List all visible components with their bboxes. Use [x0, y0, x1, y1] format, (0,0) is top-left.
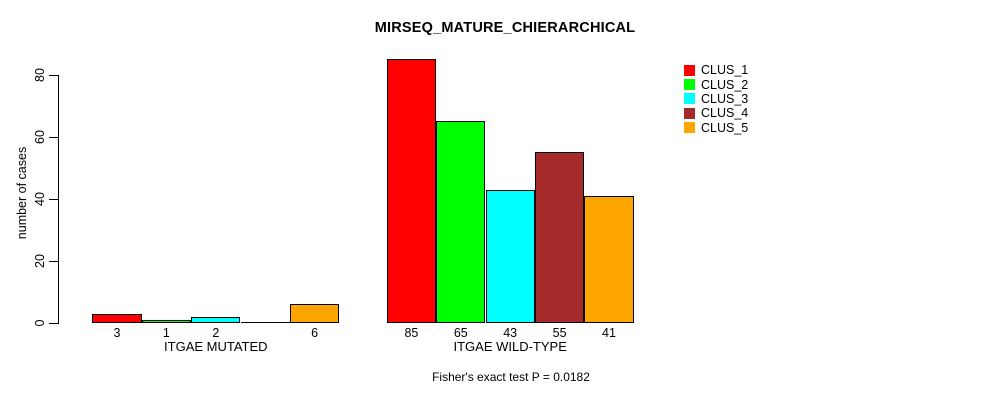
legend-item-clus_2: CLUS_2 [684, 77, 749, 92]
legend-swatch-clus_3 [684, 93, 695, 105]
x-group-label: ITGAE MUTATED [164, 339, 268, 354]
bar-clus_4 [534, 152, 585, 323]
bar-value-label: 6 [311, 326, 319, 340]
legend-swatch-clus_1 [684, 64, 695, 76]
y-tick [49, 136, 58, 138]
legend-item-clus_4: CLUS_4 [684, 106, 748, 120]
y-tick-label: 80 [33, 67, 47, 82]
bar-clus_4-zero [240, 321, 290, 323]
bar-value-label: 41 [602, 326, 616, 340]
bar-value-label: 65 [453, 326, 468, 340]
bar-value-label: 3 [113, 326, 121, 340]
y-tick [49, 322, 58, 324]
chart-title: MIRSEQ_MATURE_CHIERARCHICAL [374, 20, 636, 36]
stat-test-annotation: Fisher's exact test P = 0.0182 [432, 370, 590, 384]
bar-clus_2 [141, 319, 192, 323]
bar-value-label: 2 [212, 326, 220, 340]
bar-clus_2 [436, 121, 486, 323]
bar-clus_1 [92, 313, 142, 323]
y-tick [49, 74, 58, 76]
legend: CLUS_1 CLUS_2 CLUS_3 CLUS_4 CLUS_5 [684, 63, 748, 135]
legend-item-clus_1: CLUS_1 [684, 63, 748, 77]
y-tick [49, 198, 58, 200]
bar-clus_1 [386, 59, 437, 323]
bar-value-label: 43 [503, 326, 518, 340]
legend-swatch-clus_2 [684, 79, 695, 91]
y-axis-line [58, 74, 59, 324]
y-tick-label: 40 [33, 191, 47, 206]
legend-label: CLUS_5 [701, 120, 749, 135]
legend-swatch-clus_5 [684, 122, 695, 134]
y-axis-label: number of cases [15, 146, 29, 240]
x-group-label: ITGAE WILD-TYPE [453, 339, 567, 354]
y-tick-label: 60 [33, 129, 47, 144]
bar-value-label: 1 [162, 326, 170, 340]
legend-label: CLUS_1 [701, 63, 749, 78]
legend-item-clus_5: CLUS_5 [684, 121, 748, 135]
bar-clus_3 [485, 189, 535, 323]
y-tick-label: 20 [33, 253, 47, 268]
legend-label: CLUS_2 [701, 77, 749, 92]
y-tick-label: 0 [33, 319, 47, 327]
legend-label: CLUS_4 [701, 106, 749, 121]
bar-clus_5 [584, 195, 634, 323]
y-tick [49, 260, 58, 262]
bar-value-label: 85 [404, 326, 419, 340]
bar-value-label: 55 [552, 326, 567, 340]
legend-label: CLUS_3 [701, 91, 749, 106]
bar-clus_3 [191, 316, 241, 323]
legend-item-clus_3: CLUS_3 [684, 92, 748, 106]
bar-clus_5 [289, 304, 340, 323]
legend-swatch-clus_4 [684, 107, 695, 119]
